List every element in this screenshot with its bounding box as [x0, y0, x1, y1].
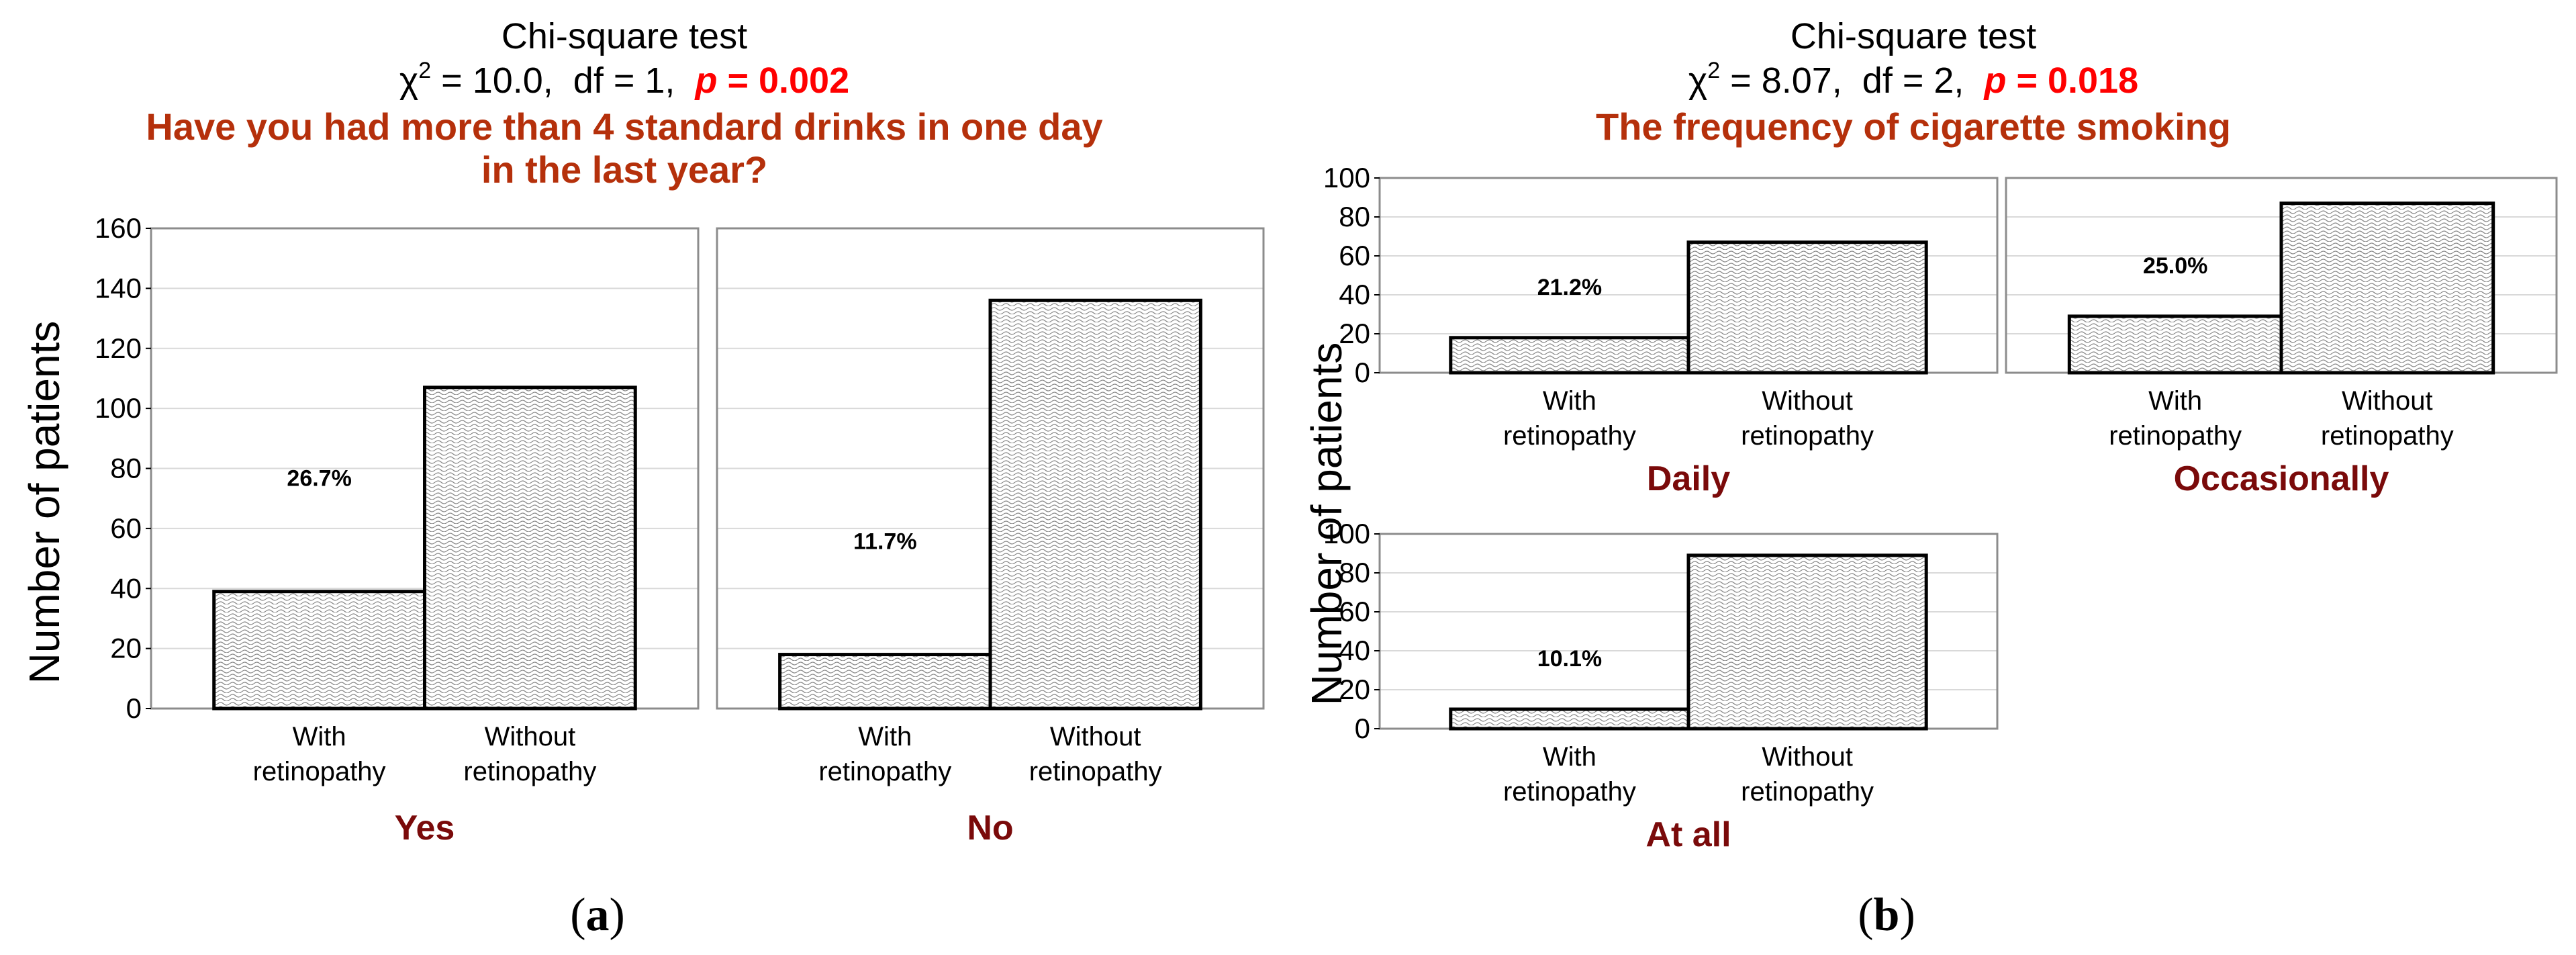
- group-label: Occasionally: [2174, 459, 2389, 498]
- panel-b-question: The frequency of cigarette smoking: [1596, 105, 2231, 148]
- group-label: At all: [1645, 815, 1731, 854]
- y-tick-label: 0: [126, 692, 142, 724]
- x-category-label: With: [2148, 386, 2202, 416]
- x-category-label: With: [293, 722, 346, 752]
- panel-b-p-label: p: [1983, 60, 2006, 101]
- y-tick-label: 80: [1339, 557, 1370, 588]
- panel-a-paren-close: ): [610, 889, 625, 941]
- panel-b-label: (b): [1858, 889, 1915, 941]
- panel-b-chi-sup: 2: [1707, 58, 1720, 83]
- chart-daily: 0 20 40 60 80 100 With retinopathy Without retino…: [1323, 162, 1999, 498]
- panel-b-chi-symbol: χ: [1688, 60, 1707, 101]
- x-category-label: retinopathy: [818, 757, 951, 786]
- y-tick-label: 20: [1339, 318, 1370, 349]
- panel-a-question-line2: in the last year?: [481, 148, 767, 191]
- percentage-label: 26.7%: [287, 465, 351, 491]
- bar: [2067, 314, 2283, 375]
- y-tick-label: 60: [110, 512, 142, 544]
- bar: [1686, 240, 1928, 375]
- x-category-label: retinopathy: [1503, 421, 1636, 451]
- bar: [212, 590, 426, 711]
- y-tick-label: 0: [1355, 713, 1370, 744]
- chart-at-all: 0 20 40 60 80 100 With retinopathy Without retino…: [1323, 518, 1999, 854]
- x-category-label: Without: [1762, 742, 1853, 772]
- panel-b-test-name: Chi-square test: [1791, 16, 2036, 56]
- panel-b-statistic: χ2 = 8.07, df = 2, p = 0.018: [1688, 58, 2138, 101]
- y-tick-label: 100: [1323, 518, 1370, 549]
- panel-b-paren-close: ): [1899, 889, 1915, 941]
- x-category-label: retinopathy: [463, 757, 596, 786]
- group-label: No: [967, 809, 1013, 848]
- chart-yes: 0 20 40 60 80 100 120 140 160 With retinopathy With…: [95, 212, 700, 848]
- panel-b-stat-rest: = 8.07, df = 2,: [1720, 60, 1984, 101]
- group-label: Yes: [395, 809, 455, 848]
- bar: [988, 298, 1202, 711]
- y-tick-label: 0: [1355, 357, 1370, 388]
- y-tick-label: 40: [1339, 279, 1370, 310]
- percentage-label: 21.2%: [1537, 275, 1602, 300]
- y-tick-label: 60: [1339, 596, 1370, 627]
- bar: [423, 385, 637, 711]
- y-tick-label: 40: [110, 572, 142, 604]
- x-category-label: Without: [1762, 386, 1853, 416]
- panel-a-label: (a): [570, 889, 625, 941]
- panel-a-statistic: χ2 = 10.0, df = 1, p = 0.002: [399, 58, 849, 101]
- x-category-label: Without: [2342, 386, 2433, 416]
- x-category-label: With: [1543, 386, 1596, 416]
- percentage-label: 10.1%: [1537, 646, 1602, 672]
- percentage-label: 11.7%: [853, 529, 917, 554]
- panel-b-letter: b: [1874, 889, 1900, 941]
- chart-occasionally: With retinopathy Without retinopathy 25.0% Oc…: [2005, 177, 2558, 498]
- panel-a-y-axis-label: Number of patients: [20, 321, 68, 684]
- panel-a-question-line1: Have you had more than 4 standard drinks…: [146, 105, 1102, 148]
- x-category-label: retinopathy: [2321, 421, 2454, 451]
- panel-b-paren-open: (: [1858, 889, 1873, 941]
- y-tick-label: 80: [1339, 201, 1370, 232]
- panel-b-y-axis-label: Number of patients: [1302, 343, 1351, 706]
- chart-no: With retinopathy Without retinopathy 11.7% No: [716, 227, 1265, 848]
- y-tick-label: 100: [1323, 162, 1370, 193]
- panel-a-stat-rest: = 10.0, df = 1,: [431, 60, 695, 101]
- y-tick-label: 120: [95, 332, 142, 364]
- panel-a-chi-symbol: χ: [399, 60, 418, 101]
- panel-a-p-label: p: [694, 60, 717, 101]
- bar: [2279, 201, 2495, 375]
- charts-layer: 020406080100120140160WithretinopathyWith…: [95, 162, 2558, 854]
- panel-b-p-rest: = 0.018: [2006, 60, 2138, 101]
- x-category-label: retinopathy: [2109, 421, 2242, 451]
- panel-a-chi-sup: 2: [418, 58, 431, 83]
- percentage-label: 25.0%: [2143, 253, 2207, 279]
- y-tick-label: 140: [95, 272, 142, 304]
- y-tick-label: 80: [110, 453, 142, 484]
- bar: [1686, 553, 1928, 731]
- y-tick-label: 100: [95, 392, 142, 424]
- panel-a-test-name: Chi-square test: [502, 16, 747, 56]
- y-tick-label: 20: [1339, 674, 1370, 705]
- x-category-label: retinopathy: [1741, 777, 1874, 807]
- bar: [778, 653, 992, 711]
- panel-a-p-rest: = 0.002: [717, 60, 849, 101]
- x-category-label: retinopathy: [1741, 421, 1874, 451]
- group-label: Daily: [1647, 459, 1730, 498]
- y-tick-label: 40: [1339, 635, 1370, 666]
- x-category-label: Without: [485, 722, 576, 752]
- panel-a-letter: a: [586, 889, 610, 941]
- x-category-label: Without: [1050, 722, 1141, 752]
- bar: [1449, 336, 1690, 375]
- bar: [1449, 707, 1690, 731]
- y-tick-label: 20: [110, 633, 142, 664]
- x-category-label: retinopathy: [1029, 757, 1162, 786]
- y-tick-label: 60: [1339, 240, 1370, 271]
- x-category-label: retinopathy: [1503, 777, 1636, 807]
- x-category-label: retinopathy: [253, 757, 386, 786]
- panel-a-paren-open: (: [570, 889, 585, 941]
- y-tick-label: 160: [95, 212, 142, 244]
- x-category-label: With: [1543, 742, 1596, 772]
- x-category-label: With: [858, 722, 912, 752]
